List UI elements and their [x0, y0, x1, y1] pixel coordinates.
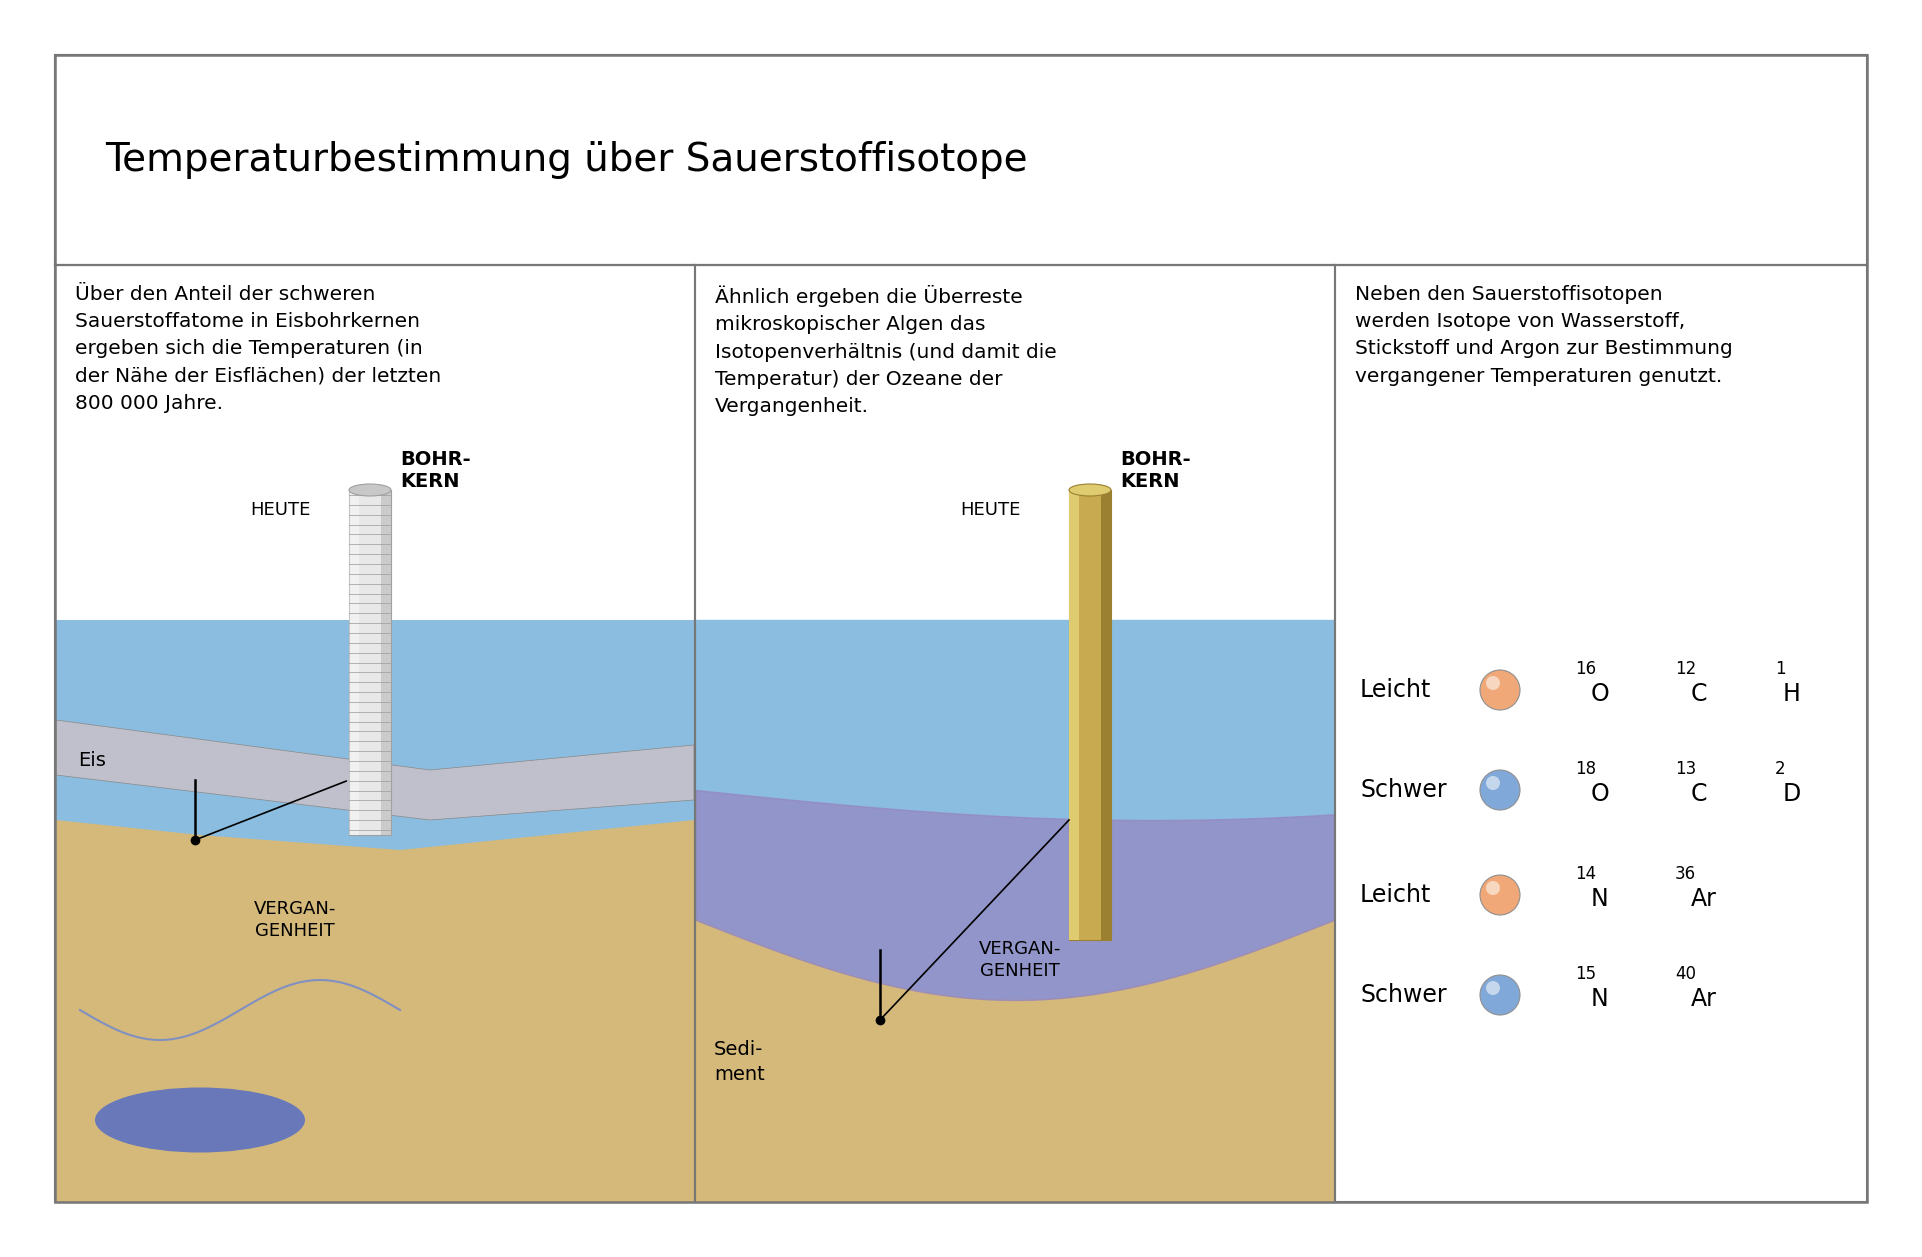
Polygon shape: [56, 620, 694, 771]
Bar: [56, 55, 1866, 265]
Circle shape: [1480, 771, 1520, 810]
Text: 40: 40: [1674, 965, 1695, 983]
Text: VERGAN-
GENHEIT: VERGAN- GENHEIT: [254, 900, 336, 940]
Text: D: D: [1784, 782, 1801, 806]
Text: H: H: [1784, 683, 1801, 706]
Text: Ähnlich ergeben die Überreste
mikroskopischer Algen das
Isotopenverhältnis (und : Ähnlich ergeben die Überreste mikroskopi…: [715, 285, 1057, 416]
Bar: [350, 490, 359, 835]
Text: Temperaturbestimmung über Sauerstoffisotope: Temperaturbestimmung über Sauerstoffisot…: [106, 141, 1028, 178]
Text: Neben den Sauerstoffisotopen
werden Isotope von Wasserstoff,
Stickstoff und Argo: Neben den Sauerstoffisotopen werden Isot…: [1355, 285, 1734, 386]
Ellipse shape: [350, 484, 390, 497]
Polygon shape: [56, 820, 694, 1202]
Bar: [1069, 490, 1111, 940]
Text: VERGAN-
GENHEIT: VERGAN- GENHEIT: [978, 940, 1061, 980]
Text: 2: 2: [1776, 760, 1786, 778]
Bar: [381, 490, 390, 835]
Text: HEUTE: HEUTE: [250, 502, 309, 519]
Bar: [696, 620, 1334, 1202]
Text: 1: 1: [1776, 660, 1786, 678]
Text: O: O: [1591, 782, 1611, 806]
Circle shape: [1480, 875, 1520, 915]
Text: N: N: [1591, 987, 1609, 1011]
Text: 36: 36: [1674, 865, 1695, 882]
Bar: [56, 620, 694, 1200]
Text: Leicht: Leicht: [1361, 882, 1432, 908]
Text: 12: 12: [1674, 660, 1697, 678]
Ellipse shape: [1069, 484, 1111, 497]
Text: Schwer: Schwer: [1361, 778, 1447, 802]
Text: 18: 18: [1574, 760, 1595, 778]
Circle shape: [1486, 980, 1499, 996]
Polygon shape: [56, 720, 694, 820]
Text: 16: 16: [1574, 660, 1595, 678]
Text: Über den Anteil der schweren
Sauerstoffatome in Eisbohrkernen
ergeben sich die T: Über den Anteil der schweren Sauerstoffa…: [75, 285, 442, 414]
Circle shape: [1486, 676, 1499, 690]
Text: BOHR-
KERN: BOHR- KERN: [400, 450, 471, 491]
Text: C: C: [1691, 782, 1707, 806]
Text: Ar: Ar: [1691, 987, 1716, 1011]
Text: N: N: [1591, 887, 1609, 911]
Bar: [350, 490, 390, 835]
Text: Leicht: Leicht: [1361, 678, 1432, 701]
Bar: [1069, 490, 1078, 940]
Circle shape: [1480, 975, 1520, 1014]
Text: Eis: Eis: [79, 750, 106, 769]
Text: HEUTE: HEUTE: [959, 502, 1021, 519]
Text: Schwer: Schwer: [1361, 983, 1447, 1007]
Circle shape: [1486, 881, 1499, 895]
Text: C: C: [1691, 683, 1707, 706]
Ellipse shape: [94, 1087, 306, 1153]
Text: Sedi-
ment: Sedi- ment: [713, 1040, 765, 1084]
Circle shape: [1480, 670, 1520, 710]
Text: Ar: Ar: [1691, 887, 1716, 911]
Text: O: O: [1591, 683, 1611, 706]
Text: 13: 13: [1674, 760, 1697, 778]
Bar: [1101, 490, 1111, 940]
Text: BOHR-
KERN: BOHR- KERN: [1121, 450, 1190, 491]
Circle shape: [1486, 776, 1499, 789]
Text: 15: 15: [1574, 965, 1595, 983]
Text: 14: 14: [1574, 865, 1595, 882]
